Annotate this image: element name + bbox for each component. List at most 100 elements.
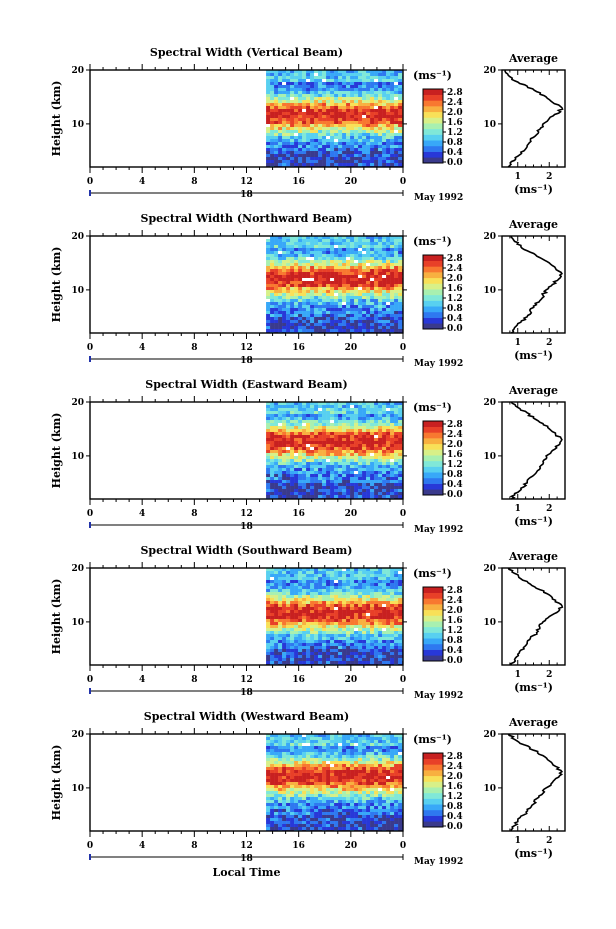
colorbar-tick-label: 2.8 xyxy=(447,752,463,762)
avg-x-tick-label: 2 xyxy=(546,338,552,348)
colorbar-units: (ms⁻¹) xyxy=(413,69,452,82)
x-tick-label: 4 xyxy=(139,841,145,851)
avg-y-tick-label: 20 xyxy=(483,730,496,740)
avg-y-tick-label: 20 xyxy=(483,66,496,76)
avg-y-tick-label: 10 xyxy=(483,618,496,628)
colorbar-bin xyxy=(423,798,443,805)
colorbar-tick-label: 0.4 xyxy=(447,812,463,822)
x-tick-label: 0 xyxy=(87,841,93,851)
colorbar-bin xyxy=(423,781,443,788)
colorbar: 2.82.42.01.61.20.80.40.0 xyxy=(422,420,463,500)
colorbar-tick-label: 2.4 xyxy=(447,98,463,108)
colorbar-bin xyxy=(423,483,443,490)
avg-x-units: (ms⁻¹) xyxy=(514,847,553,860)
avg-y-tick-label: 20 xyxy=(483,564,496,574)
x-tick-label: 4 xyxy=(139,675,145,685)
avg-x-tick-label: 1 xyxy=(515,836,521,846)
avg-x-tick-label: 1 xyxy=(515,172,521,182)
date-label: May 1992 xyxy=(414,525,463,535)
colorbar-tick-label: 0.4 xyxy=(447,314,463,324)
colorbar-bin xyxy=(423,272,443,279)
panel-title: Spectral Width (Vertical Beam) xyxy=(150,46,343,59)
average-profile-line xyxy=(510,236,563,334)
colorbar-bin xyxy=(423,294,443,301)
colorbar-bin xyxy=(423,111,443,118)
y-tick-label: 10 xyxy=(71,618,84,628)
x-tick-label: 8 xyxy=(191,509,197,519)
colorbar-bin xyxy=(423,753,443,759)
colorbar-tick-label: 2.8 xyxy=(447,88,463,98)
colorbar-tick-label: 0.0 xyxy=(447,324,463,334)
colorbar-bin xyxy=(423,432,443,439)
colorbar-bin xyxy=(423,449,443,456)
colorbar-tick-label: 0.0 xyxy=(447,656,463,666)
x-axis-label: Local Time xyxy=(213,866,281,879)
average-profile-line xyxy=(507,567,564,666)
colorbar-bin xyxy=(423,770,443,777)
panel-5: Spectral Width (Westward Beam)1020Height… xyxy=(50,710,566,867)
avg-x-units: (ms⁻¹) xyxy=(514,515,553,528)
avg-x-tick-label: 2 xyxy=(546,670,552,680)
x-tick-label: 0 xyxy=(87,675,93,685)
colorbar-bin xyxy=(423,323,443,330)
date-label: May 1992 xyxy=(414,691,463,701)
day-marker-label: 18 xyxy=(240,854,253,864)
colorbar-units: (ms⁻¹) xyxy=(413,401,452,414)
average-profile-line xyxy=(507,733,564,831)
colorbar-bin xyxy=(423,626,443,633)
colorbar-bin xyxy=(423,775,443,782)
colorbar-bin xyxy=(423,145,443,152)
colorbar-bin xyxy=(423,117,443,124)
panel-3: Spectral Width (Eastward Beam)1020Height… xyxy=(50,378,566,535)
colorbar-bin xyxy=(423,317,443,324)
avg-y-tick-label: 20 xyxy=(483,398,496,408)
colorbar-bin xyxy=(423,134,443,141)
x-tick-label: 0 xyxy=(87,343,93,353)
colorbar-bin xyxy=(423,151,443,158)
x-tick-label: 20 xyxy=(345,841,358,851)
colorbar-bin xyxy=(423,609,443,616)
colorbar-tick-label: 2.8 xyxy=(447,420,463,430)
colorbar-tick-label: 1.2 xyxy=(447,460,463,470)
day-marker-label: 18 xyxy=(240,688,253,698)
avg-x-units: (ms⁻¹) xyxy=(514,681,553,694)
x-tick-label: 8 xyxy=(191,343,197,353)
colorbar-tick-label: 2.8 xyxy=(447,586,463,596)
colorbar-tick-label: 1.2 xyxy=(447,792,463,802)
x-tick-label: 4 xyxy=(139,177,145,187)
colorbar-bin xyxy=(423,443,443,450)
colorbar-bin xyxy=(423,466,443,473)
colorbar-bin xyxy=(423,289,443,296)
average-title: Average xyxy=(508,218,558,231)
colorbar-bin xyxy=(423,489,443,496)
colorbar-tick-label: 2.4 xyxy=(447,762,463,772)
average-title: Average xyxy=(508,384,558,397)
x-tick-label: 16 xyxy=(292,509,305,519)
colorbar-bin xyxy=(423,587,443,593)
y-tick-label: 20 xyxy=(71,66,84,76)
panel-title: Spectral Width (Southward Beam) xyxy=(140,544,352,557)
panel-title: Spectral Width (Eastward Beam) xyxy=(145,378,347,391)
panel-1: Spectral Width (Vertical Beam)1020Height… xyxy=(50,46,566,203)
average-panel: Average 10 20 1 2(ms⁻¹) xyxy=(483,52,566,196)
x-tick-label: 0 xyxy=(400,343,406,353)
x-tick-label: 16 xyxy=(292,177,305,187)
x-tick-label: 16 xyxy=(292,841,305,851)
x-tick-label: 20 xyxy=(345,509,358,519)
colorbar-frame xyxy=(422,420,444,496)
colorbar-frame xyxy=(422,88,444,164)
colorbar-tick-label: 1.6 xyxy=(447,284,463,294)
average-panel: Average 10 20 1 2(ms⁻¹) xyxy=(483,716,566,860)
colorbar-tick-label: 1.2 xyxy=(447,294,463,304)
colorbar-tick-label: 2.0 xyxy=(447,606,463,616)
colorbar-bin xyxy=(423,472,443,479)
colorbar-tick-label: 2.8 xyxy=(447,254,463,264)
colorbar-bin xyxy=(423,438,443,445)
x-tick-label: 4 xyxy=(139,343,145,353)
x-tick-label: 20 xyxy=(345,343,358,353)
colorbar-bin xyxy=(423,426,443,433)
colorbar-frame xyxy=(422,752,444,828)
colorbar-bin xyxy=(423,621,443,628)
avg-y-tick-label: 10 xyxy=(483,286,496,296)
